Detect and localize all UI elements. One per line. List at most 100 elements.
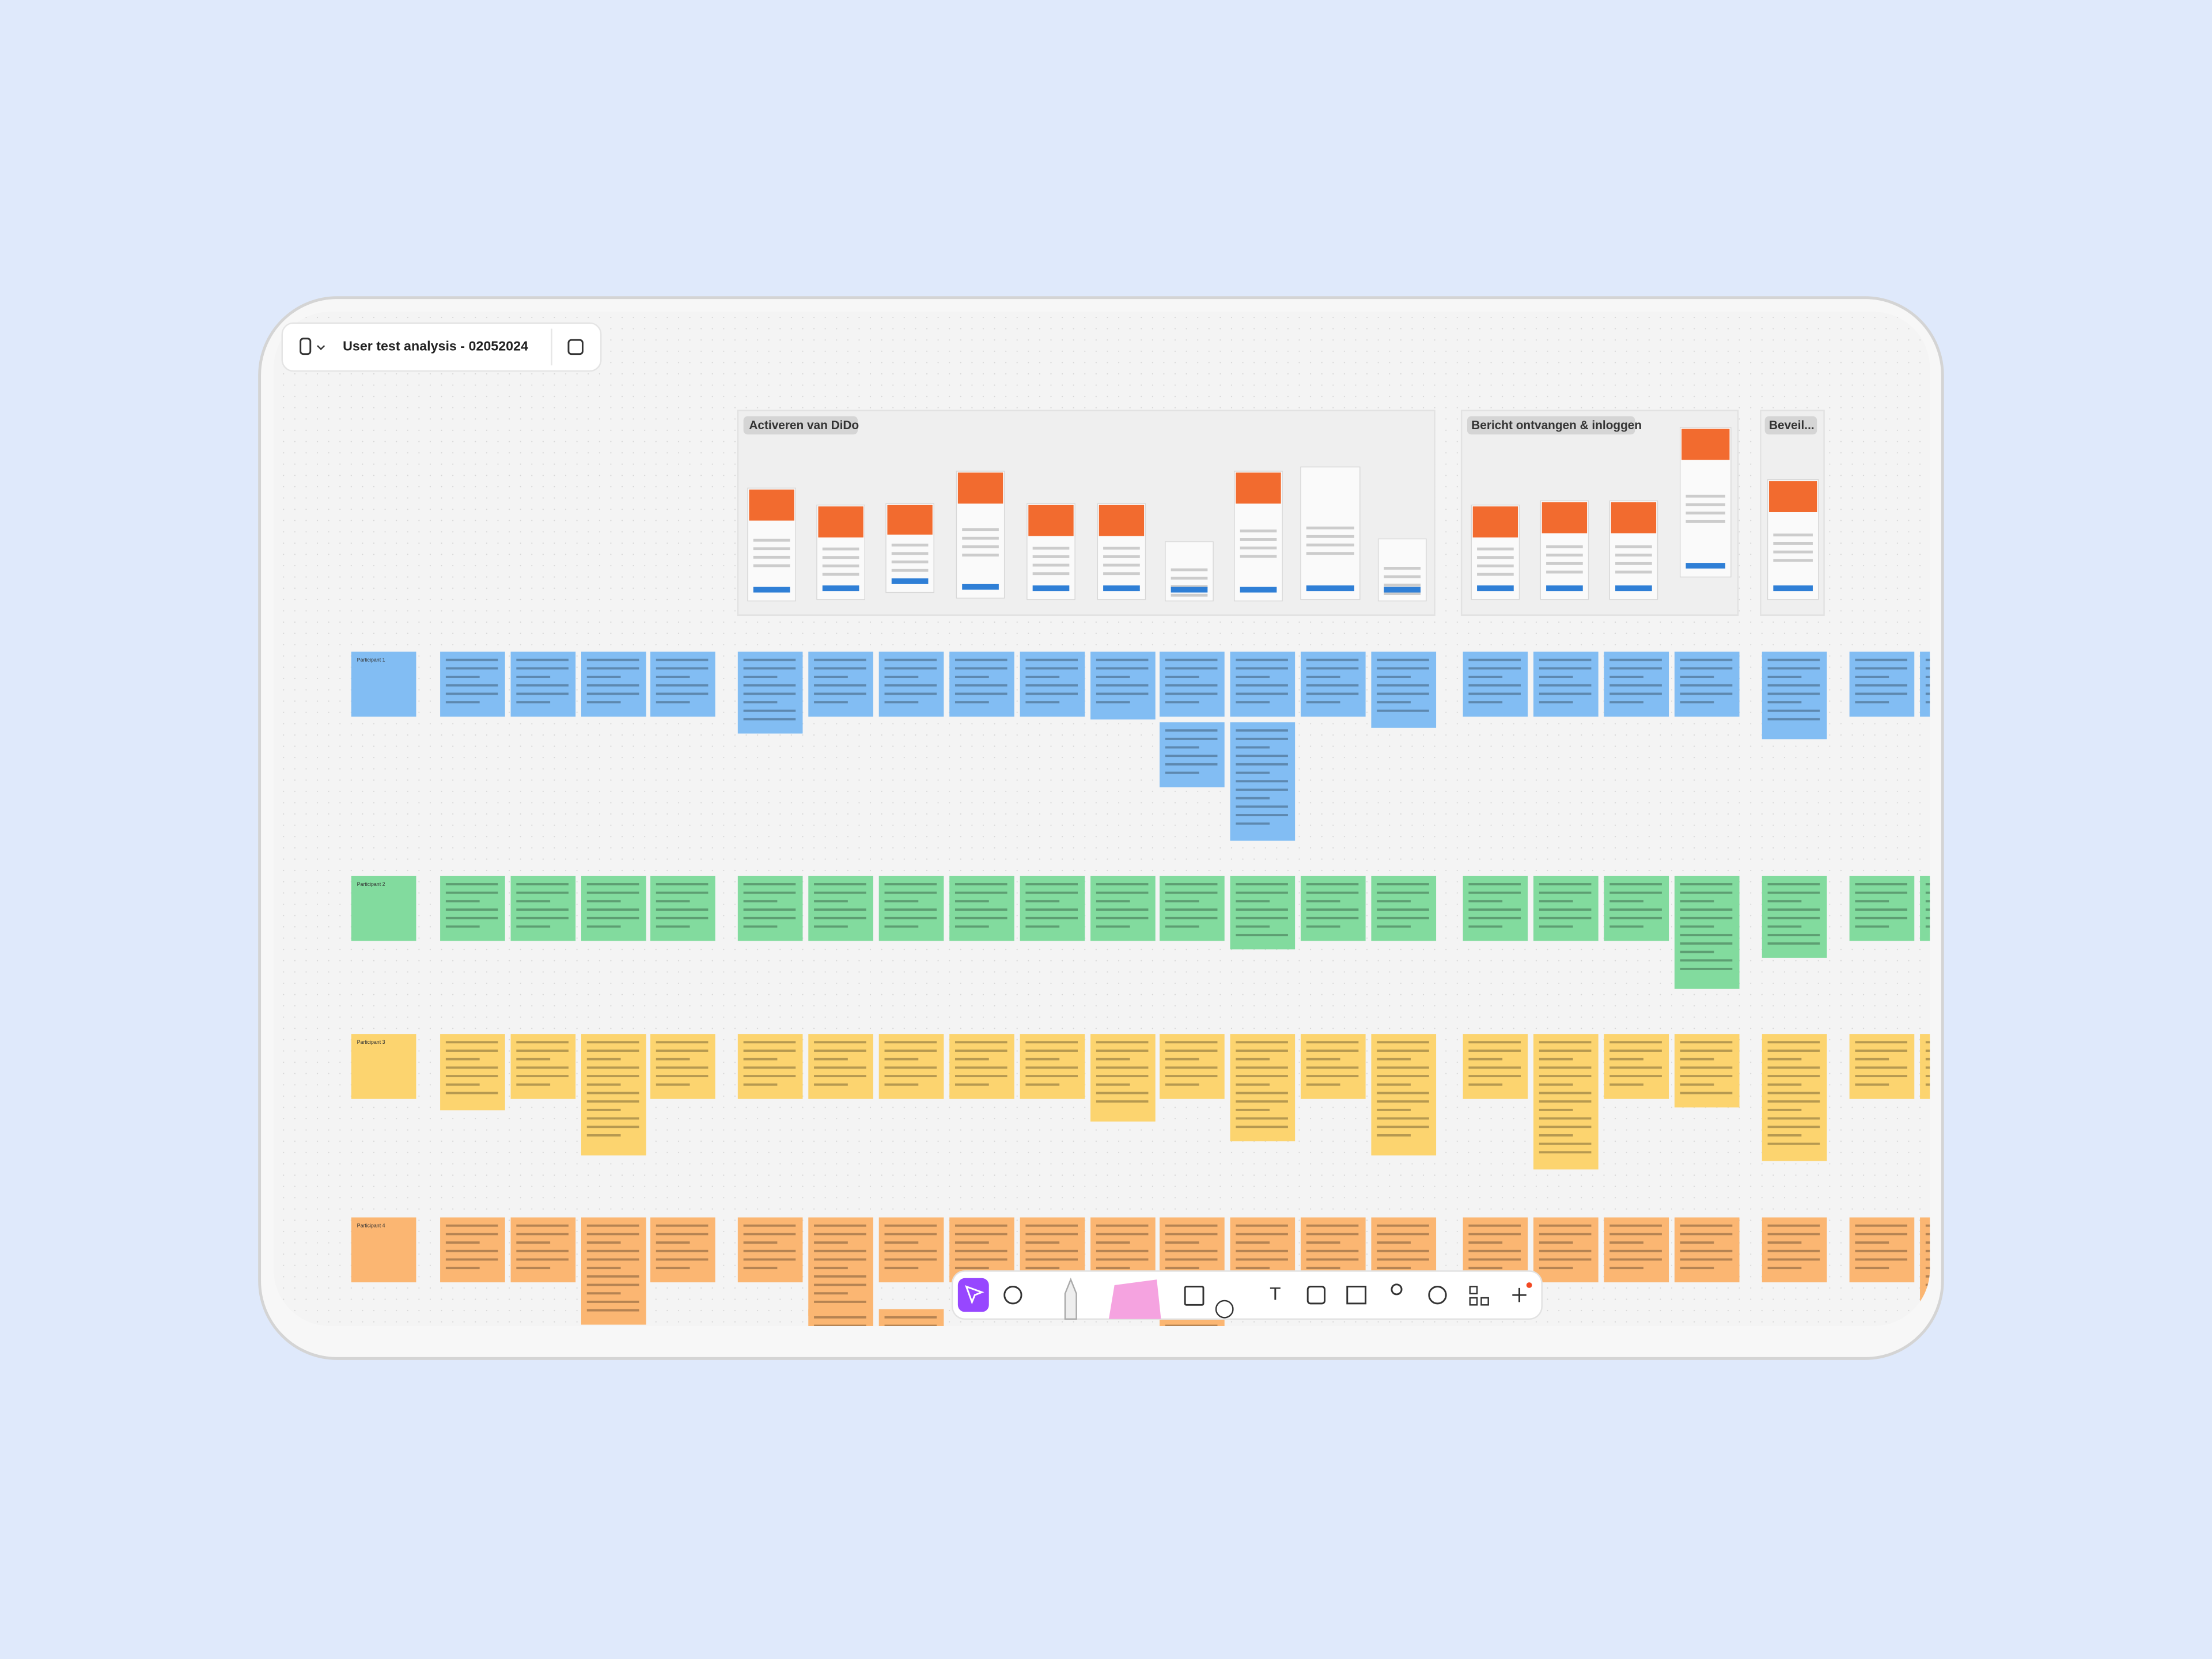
note-text	[1025, 684, 1078, 687]
more-tool[interactable]	[1512, 1287, 1527, 1302]
screen-header	[887, 505, 933, 535]
sticky-note	[1160, 722, 1225, 787]
hand-tool[interactable]	[1003, 1286, 1022, 1305]
select-tool[interactable]	[957, 1278, 989, 1312]
screen-button	[962, 584, 999, 590]
note-text	[516, 891, 569, 894]
note-text	[445, 1050, 498, 1052]
note-text	[445, 925, 480, 928]
note-text	[743, 676, 778, 678]
pen-tool[interactable]	[1064, 1277, 1077, 1320]
note-text	[1767, 1134, 1802, 1137]
screen-line	[822, 556, 859, 559]
note-text	[814, 667, 866, 670]
figma-icon[interactable]	[300, 338, 312, 355]
note-text	[516, 900, 551, 903]
note-text	[1925, 1041, 1930, 1044]
note-text	[656, 1066, 709, 1069]
sticky-note	[440, 876, 505, 941]
sticky-note	[878, 1034, 944, 1099]
sticky-note	[1090, 1034, 1156, 1122]
note-text	[1377, 925, 1411, 928]
note-text	[1096, 684, 1149, 687]
note-text	[743, 891, 796, 894]
note-text	[445, 1092, 498, 1094]
table-tool[interactable]	[1346, 1286, 1367, 1305]
note-text	[1306, 900, 1340, 903]
note-text	[586, 1267, 621, 1270]
row-label: Participant 2	[357, 881, 385, 887]
note-text	[1306, 658, 1359, 661]
note-text	[1680, 1224, 1733, 1227]
highlighter-tool[interactable]	[1108, 1279, 1161, 1319]
sticky-note	[1533, 876, 1599, 941]
text-tool[interactable]: T	[1270, 1283, 1281, 1304]
note-text	[1165, 701, 1199, 704]
note-text	[1767, 709, 1820, 712]
note-text	[1377, 1075, 1429, 1078]
screen-button	[1103, 585, 1140, 592]
note-text	[656, 1058, 690, 1060]
connector-tool[interactable]	[1215, 1300, 1234, 1319]
note-text	[586, 1249, 639, 1252]
file-bar-bg	[281, 322, 602, 372]
shape-tool[interactable]	[1184, 1286, 1205, 1306]
note-text	[1096, 1083, 1130, 1086]
note-text	[1165, 729, 1218, 732]
note-text	[814, 1050, 866, 1052]
note-text	[1539, 692, 1592, 695]
widgets-tool[interactable]	[1469, 1286, 1478, 1294]
note-text	[516, 925, 551, 928]
note-text	[743, 1249, 796, 1252]
note-text	[1609, 1249, 1662, 1252]
note-text	[1468, 1050, 1521, 1052]
note-text	[814, 1267, 848, 1270]
note-text	[445, 684, 498, 687]
widgets-tool[interactable]	[1469, 1297, 1478, 1306]
note-text	[1609, 667, 1662, 670]
note-text	[1165, 746, 1199, 749]
note-text	[1306, 701, 1340, 704]
note-text	[1609, 1041, 1662, 1044]
note-text	[1767, 1108, 1802, 1111]
note-text	[1236, 692, 1288, 695]
note-text	[586, 908, 639, 911]
menu-caret[interactable]	[317, 345, 325, 350]
note-text	[1925, 701, 1930, 704]
note-text	[1236, 891, 1288, 894]
file-title[interactable]: User test analysis - 02052024	[343, 339, 528, 354]
note-text	[743, 1058, 778, 1060]
sticky-note	[1533, 1217, 1599, 1283]
note-text	[516, 1224, 569, 1227]
stamp-tool[interactable]	[1391, 1283, 1403, 1296]
note-text	[1096, 1224, 1149, 1227]
widgets-tool[interactable]	[1480, 1297, 1489, 1306]
note-text	[1025, 1249, 1078, 1252]
note-text	[743, 709, 796, 712]
note-text	[516, 1083, 551, 1086]
section-tool[interactable]	[1306, 1286, 1326, 1305]
note-text	[1539, 1083, 1573, 1086]
note-text	[814, 1249, 866, 1252]
note-text	[516, 658, 569, 661]
note-text	[516, 684, 569, 687]
note-text	[516, 1075, 569, 1078]
sticky-note	[878, 1309, 944, 1327]
note-text	[955, 676, 989, 678]
comment-tool[interactable]	[1428, 1286, 1447, 1305]
screen-line	[1477, 547, 1514, 551]
note-text	[1539, 900, 1573, 903]
sticky-note	[1604, 1217, 1669, 1283]
note-text	[814, 908, 866, 911]
sticky-note	[1300, 652, 1366, 717]
note-text	[445, 1224, 498, 1227]
row-label: Participant 3	[357, 1039, 385, 1045]
pages-icon[interactable]	[567, 339, 584, 355]
note-text	[1377, 1041, 1429, 1044]
note-text	[1680, 1083, 1714, 1086]
note-text	[1236, 1083, 1270, 1086]
note-text	[516, 692, 569, 695]
note-text	[1925, 692, 1930, 695]
note-text	[1096, 658, 1149, 661]
note-text	[1468, 667, 1521, 670]
